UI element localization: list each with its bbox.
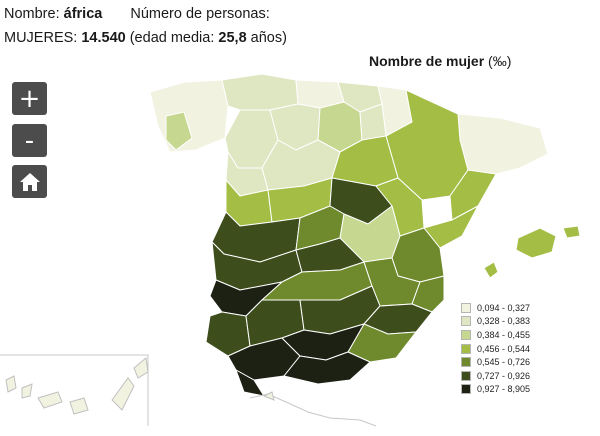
region-menorca[interactable] xyxy=(562,225,581,239)
region-catalonia[interactable] xyxy=(457,113,549,175)
age-suffix: años) xyxy=(246,30,287,46)
legend-label: 0,545 - 0,726 xyxy=(477,357,531,368)
map-title-unit: (‰) xyxy=(488,53,512,69)
region-mallorca[interactable] xyxy=(515,227,557,259)
legend-swatch xyxy=(461,316,471,327)
name-info: Nombre: áfrica Número de personas: xyxy=(4,5,270,23)
age-prefix: (edad media: xyxy=(125,30,219,46)
home-button[interactable] xyxy=(12,165,47,198)
region-tarragona[interactable] xyxy=(449,169,497,221)
legend-item: 0,545 - 0,726 xyxy=(461,355,530,369)
zoom-out-button[interactable]: - xyxy=(12,124,47,157)
inset-border xyxy=(0,354,149,426)
women-info: MUJERES: 14.540 (edad media: 25,8 años) xyxy=(4,29,287,47)
legend-label: 0,328 - 0,383 xyxy=(477,316,531,327)
persons-label: Número de personas: xyxy=(130,6,270,22)
legend-swatch xyxy=(461,357,471,368)
region-galicia[interactable] xyxy=(149,79,229,153)
legend-item: 0,094 - 0,327 xyxy=(461,301,530,315)
average-age: 25,8 xyxy=(218,30,247,46)
region-asturias[interactable] xyxy=(221,73,299,111)
region-alicante[interactable] xyxy=(411,275,445,313)
map-title-text: Nombre de mujer xyxy=(369,53,485,69)
region-tenerife[interactable] xyxy=(37,391,63,409)
map-title: Nombre de mujer (‰) xyxy=(369,53,511,69)
africa-coast xyxy=(249,393,377,427)
zoom-in-button[interactable]: + xyxy=(12,82,47,115)
legend-swatch xyxy=(461,343,471,354)
legend-item: 0,384 - 0,455 xyxy=(461,328,530,342)
legend-swatch xyxy=(461,370,471,381)
region-fuerteventura[interactable] xyxy=(111,377,135,411)
map-legend: 0,094 - 0,327 0,328 - 0,383 0,384 - 0,455 0… xyxy=(461,301,530,396)
women-count: 14.540 xyxy=(81,30,126,46)
women-label: MUJERES: xyxy=(4,30,82,46)
legend-swatch xyxy=(461,302,471,313)
legend-item: 0,328 - 0,383 xyxy=(461,315,530,329)
region-el-hierro[interactable] xyxy=(5,375,17,393)
legend-item: 0,727 - 0,926 xyxy=(461,369,530,383)
region-cadiz[interactable] xyxy=(283,351,371,385)
region-ibiza[interactable] xyxy=(483,261,499,279)
ceuta-melilla-strip xyxy=(249,391,377,427)
legend-swatch xyxy=(461,384,471,395)
legend-item: 0,927 - 8,905 xyxy=(461,383,530,397)
region-gran-canaria[interactable] xyxy=(69,397,89,415)
legend-label: 0,094 - 0,327 xyxy=(477,302,531,313)
canary-islands-inset xyxy=(0,354,149,426)
name-value: áfrica xyxy=(63,6,103,22)
legend-label: 0,456 - 0,544 xyxy=(477,343,531,354)
region-ceuta[interactable] xyxy=(262,391,275,401)
name-label: Nombre: xyxy=(4,6,64,22)
region-galicia-south[interactable] xyxy=(165,111,193,151)
legend-swatch xyxy=(461,329,471,340)
legend-label: 0,384 - 0,455 xyxy=(477,329,531,340)
region-aragon[interactable] xyxy=(385,89,469,201)
legend-label: 0,927 - 8,905 xyxy=(477,384,531,395)
home-icon xyxy=(19,172,40,191)
region-lanzarote[interactable] xyxy=(133,357,149,379)
legend-label: 0,727 - 0,926 xyxy=(477,370,531,381)
legend-item: 0,456 - 0,544 xyxy=(461,342,530,356)
region-la-palma[interactable] xyxy=(21,383,33,399)
